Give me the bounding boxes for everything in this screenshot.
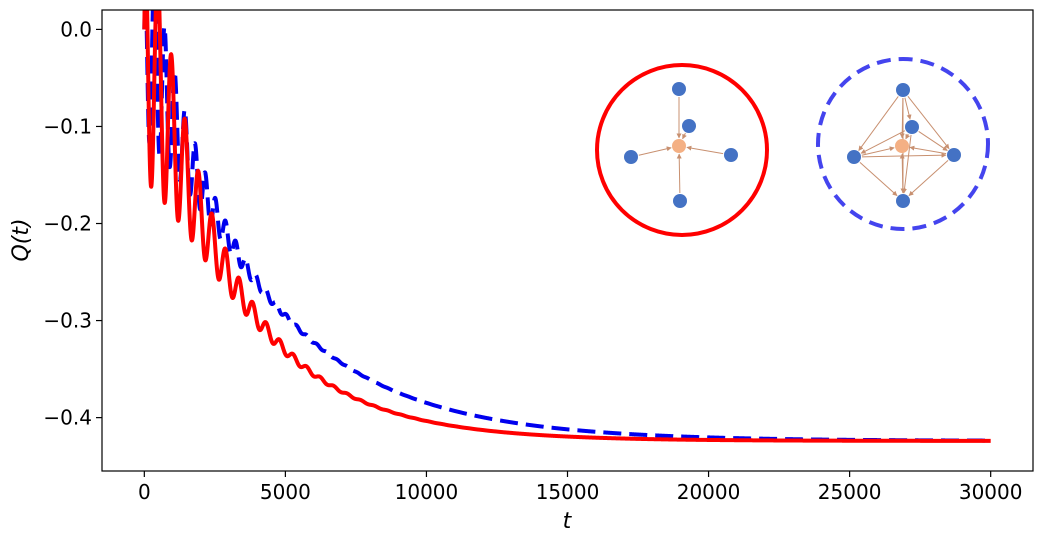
inset-edge [904, 97, 912, 120]
x-tick-label: 10000 [395, 480, 459, 504]
inset-node [624, 150, 638, 164]
inset-node [673, 194, 687, 208]
x-tick-label: 30000 [959, 480, 1023, 504]
x-tick-label: 0 [138, 480, 151, 504]
y-axis-label: Q(t) [9, 218, 34, 261]
x-tick-label: 5000 [260, 480, 311, 504]
inset-edge [861, 152, 947, 158]
inset-node [896, 83, 910, 97]
series-layer [142, 10, 993, 443]
x-tick-label: 20000 [677, 480, 741, 504]
inset-center-node [895, 139, 909, 153]
inset-ring [595, 63, 769, 237]
inset-edge [859, 161, 898, 197]
inset-edge [858, 96, 899, 151]
series-line-1 [142, 10, 993, 443]
inset-node [947, 148, 961, 162]
inset-edge [905, 133, 911, 140]
inset-center-node [672, 139, 686, 153]
inset-edge [909, 145, 947, 155]
inset-node [905, 120, 919, 134]
inset-complete-graph [816, 57, 990, 231]
inset-edge [908, 159, 949, 197]
inset-star-graph [595, 63, 769, 237]
y-tick-label: −0.2 [43, 212, 92, 236]
x-tick-label: 25000 [818, 480, 882, 504]
inset-node [672, 82, 686, 96]
inset-edge [860, 130, 906, 154]
inset-edge [902, 134, 912, 194]
inset-edge [676, 153, 682, 194]
y-tick-label: −0.4 [43, 406, 92, 430]
inset-edge [861, 146, 895, 156]
inset-edge [682, 132, 687, 140]
y-tick-label: −0.3 [43, 309, 92, 333]
x-tick-label: 15000 [536, 480, 600, 504]
inset-node [896, 194, 910, 208]
ticks-layer: 0 5000 10000 15000 20000 25000 30000 0.0 −0.1 −0.… [43, 17, 1022, 504]
inset-edge [686, 145, 724, 155]
inset-edge [907, 95, 950, 150]
inset-layer [595, 57, 990, 237]
inset-edge [918, 131, 948, 151]
y-tick-label: 0.0 [60, 17, 92, 41]
inset-node [682, 119, 696, 133]
inset-edge [638, 146, 672, 156]
plot-frame [101, 9, 1034, 472]
inset-node [724, 148, 738, 162]
inset-node [847, 150, 861, 164]
series-line-2 [142, 10, 993, 443]
inset-ring [816, 57, 990, 231]
y-tick-label: −0.1 [43, 114, 92, 138]
x-axis-label: t [563, 509, 573, 534]
